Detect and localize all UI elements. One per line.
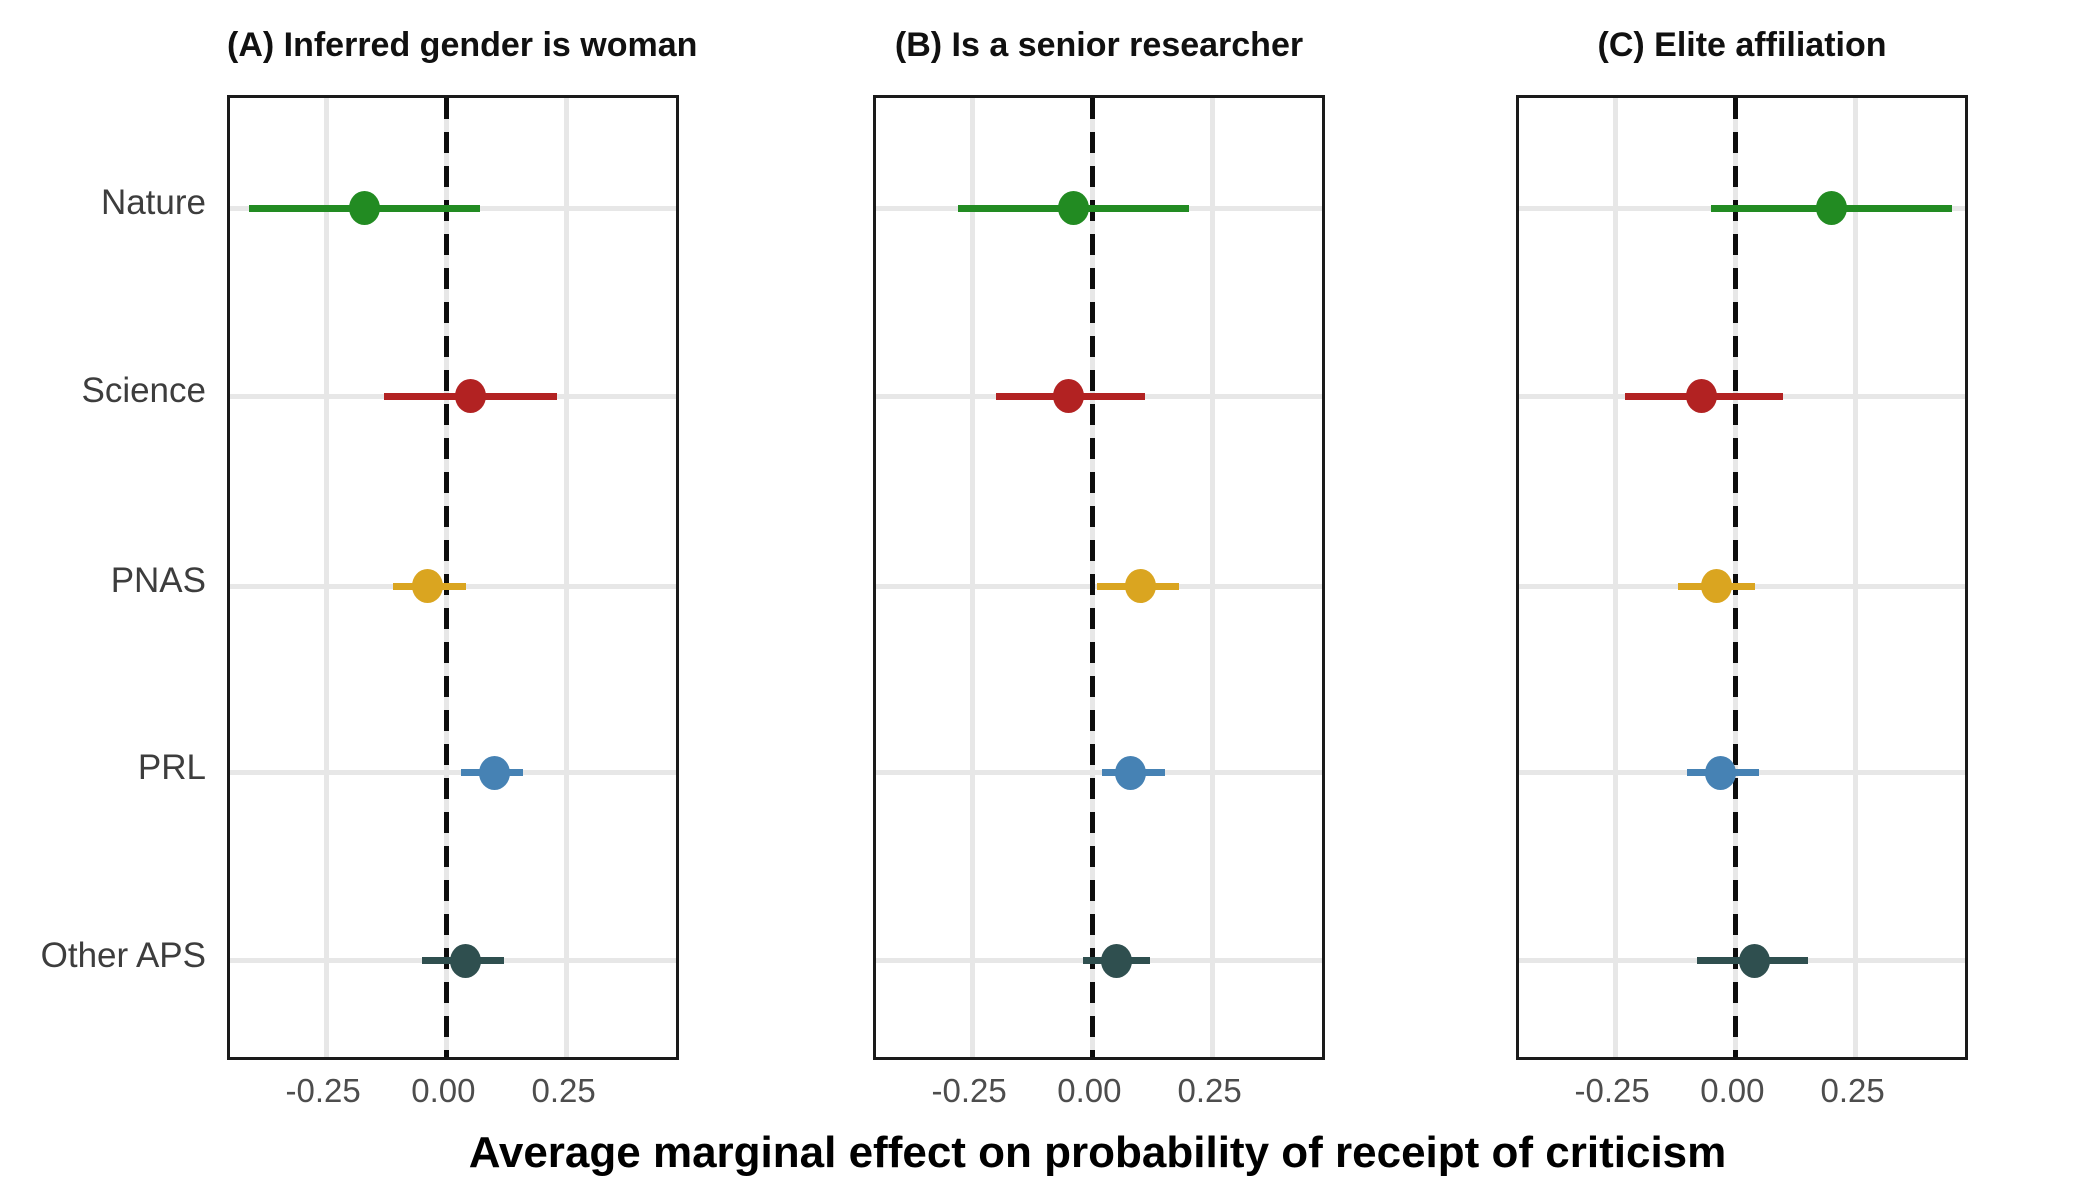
point-estimate-pnas	[1700, 569, 1732, 604]
panel-title-b: (B) Is a senior researcher	[894, 26, 1304, 64]
horizontal-gridline	[876, 770, 1322, 776]
vertical-gridline	[1210, 98, 1216, 1057]
horizontal-gridline	[230, 770, 676, 776]
point-estimate-other-aps	[1739, 943, 1771, 978]
x-tick-label: 0.00	[1700, 1072, 1765, 1109]
point-estimate-science	[1052, 379, 1084, 414]
zero-reference-line	[1732, 98, 1738, 1057]
panel-title-c: (C) Elite affiliation	[1597, 26, 1887, 64]
x-tick-label: 0.25	[531, 1072, 596, 1109]
vertical-gridline	[1853, 98, 1859, 1057]
panel-a	[227, 95, 679, 1060]
y-axis-label-nature: Nature	[100, 183, 206, 222]
point-estimate-pnas	[411, 569, 443, 604]
panel-title-a: (A) Inferred gender is woman	[227, 26, 698, 64]
x-tick-label: -0.25	[285, 1072, 361, 1109]
point-estimate-prl	[1705, 755, 1737, 790]
y-axis-label-prl: PRL	[137, 747, 206, 787]
x-axis-title: Average marginal effect on probability o…	[468, 1128, 1727, 1177]
panel-c	[1516, 95, 1968, 1060]
x-tick-label: 0.25	[1177, 1072, 1242, 1109]
x-tick-label: 0.00	[411, 1072, 476, 1109]
point-estimate-other-aps	[1100, 943, 1132, 978]
x-tick-label: 0.00	[1057, 1072, 1122, 1109]
vertical-gridline	[323, 98, 329, 1057]
x-tick-label: 0.25	[1820, 1072, 1885, 1109]
y-axis-label-other-aps: Other APS	[40, 935, 206, 975]
y-axis-label-science: Science	[81, 371, 206, 411]
vertical-gridline	[1612, 98, 1618, 1057]
zero-reference-line	[1089, 98, 1095, 1057]
point-estimate-science	[454, 379, 486, 414]
point-estimate-prl	[478, 755, 510, 790]
point-estimate-prl	[1115, 755, 1147, 790]
panel-b	[873, 95, 1325, 1060]
y-axis-label-pnas: PNAS	[110, 561, 206, 601]
zero-reference-line	[443, 98, 449, 1057]
point-estimate-nature	[349, 191, 381, 225]
x-tick-label: -0.25	[931, 1072, 1007, 1109]
point-estimate-pnas	[1124, 569, 1156, 604]
vertical-gridline	[969, 98, 975, 1057]
point-estimate-science	[1686, 379, 1718, 414]
x-tick-label: -0.25	[1574, 1072, 1650, 1109]
point-estimate-nature	[1816, 191, 1848, 225]
point-estimate-nature	[1057, 191, 1089, 225]
point-estimate-other-aps	[450, 943, 482, 978]
vertical-gridline	[564, 98, 570, 1057]
